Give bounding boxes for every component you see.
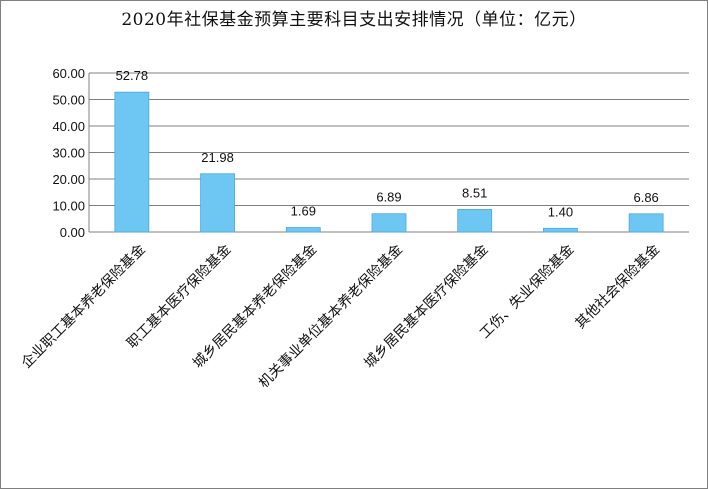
data-label: 1.69 (291, 204, 316, 219)
y-tick-label: 20.00 (52, 172, 85, 187)
y-tick-label: 30.00 (52, 146, 85, 161)
bar (543, 227, 578, 233)
data-label: 6.86 (633, 190, 658, 205)
y-tick-label: 10.00 (52, 199, 85, 214)
y-tick-label: 0.00 (60, 225, 85, 240)
category-label: 其他社会保险基金 (572, 241, 663, 332)
category-label: 企业职工基本养老保险基金 (18, 241, 149, 372)
data-label: 52.78 (116, 68, 149, 83)
data-label: 6.89 (376, 190, 401, 205)
category-label: 工伤、失业保险基金 (476, 241, 577, 342)
bar (371, 213, 407, 233)
bar (628, 213, 664, 233)
data-label: 8.51 (462, 185, 487, 200)
bar (200, 173, 235, 233)
bar (457, 209, 493, 233)
bar (285, 227, 321, 233)
y-tick-label: 50.00 (52, 93, 85, 108)
y-tick-label: 60.00 (52, 66, 85, 81)
data-label: 1.40 (548, 204, 573, 219)
chart-title: 2020年社保基金预算主要科目支出安排情况（单位：亿元） (121, 10, 587, 30)
bar (114, 91, 150, 233)
category-label: 机关事业单位基本养老保险基金 (255, 241, 406, 392)
data-label: 21.98 (201, 150, 234, 165)
y-tick-label: 40.00 (52, 119, 85, 134)
